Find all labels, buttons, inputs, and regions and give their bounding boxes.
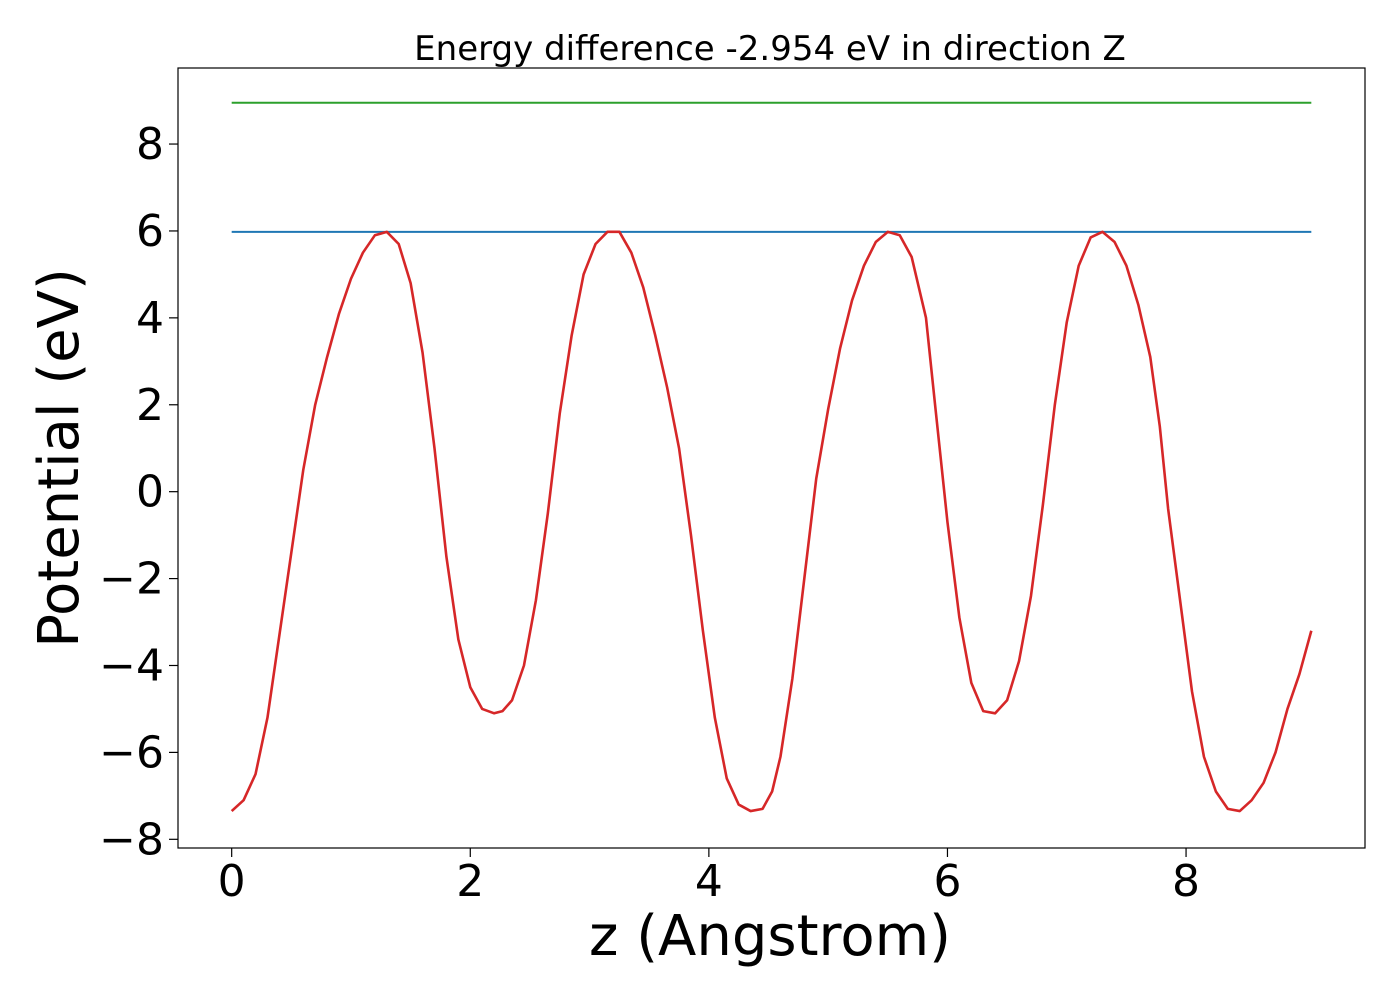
y-tick-label: 0 [136, 467, 164, 518]
x-axis: 0 2 4 6 8 [218, 848, 1200, 907]
x-tick-label: 2 [456, 856, 484, 907]
x-tick-label: 8 [1172, 856, 1200, 907]
y-tick-label: −2 [99, 554, 164, 605]
y-tick-label: −6 [99, 727, 164, 778]
plot-area-frame [177, 67, 1366, 849]
x-tick-label: 0 [218, 856, 246, 907]
y-tick-label: 6 [136, 206, 164, 257]
chart-title: Energy difference -2.954 eV in direction… [414, 29, 1126, 69]
y-tick-label: 8 [136, 119, 164, 170]
series-line-2 [230, 230, 1313, 813]
series-layer [230, 101, 1313, 813]
y-axis: −8 −6 −4 −2 0 2 4 6 8 [99, 119, 178, 865]
y-tick-label: −8 [99, 814, 164, 865]
x-tick-label: 6 [933, 856, 961, 907]
y-axis-label: Potential (eV) [27, 268, 92, 648]
y-tick-label: −4 [99, 640, 164, 691]
y-tick-label: 2 [136, 380, 164, 431]
y-tick-label: 4 [136, 293, 164, 344]
x-axis-label: z (Angstrom) [589, 904, 951, 969]
x-tick-label: 4 [695, 856, 723, 907]
